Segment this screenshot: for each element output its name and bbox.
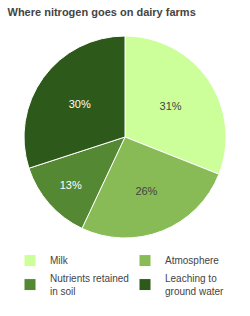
- svg-text:Nutrients retainedin soil: Nutrients retainedin soil: [50, 273, 129, 297]
- svg-text:31%: 31%: [160, 100, 182, 112]
- svg-text:30%: 30%: [69, 98, 91, 110]
- svg-text:Milk: Milk: [50, 255, 69, 266]
- svg-text:Where nitrogen goes on dairy f: Where nitrogen goes on dairy farms: [8, 6, 196, 18]
- svg-text:Leaching toground water: Leaching toground water: [165, 273, 224, 297]
- svg-text:Atmosphere: Atmosphere: [165, 255, 219, 266]
- svg-text:26%: 26%: [135, 185, 157, 197]
- svg-text:13%: 13%: [60, 179, 82, 191]
